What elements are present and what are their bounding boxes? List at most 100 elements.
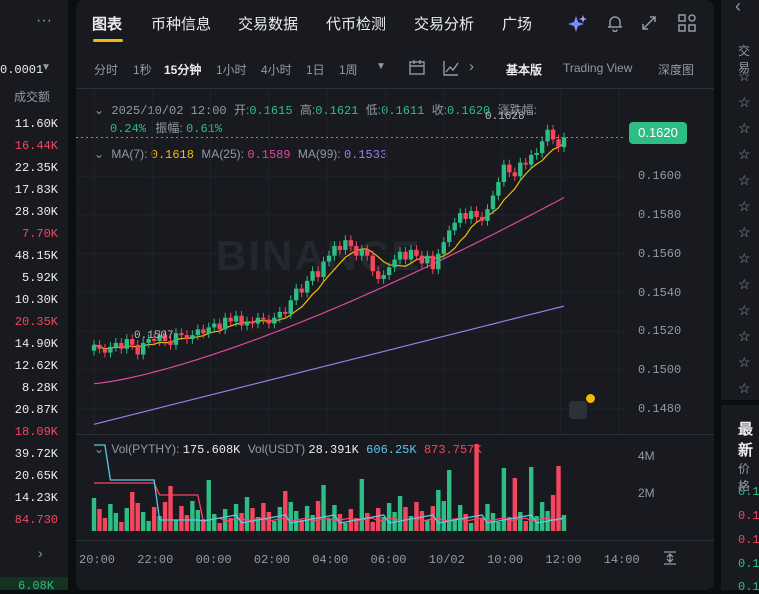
price-tick: 0.1560 — [638, 246, 682, 261]
volume-bar — [452, 519, 457, 531]
volume-bar — [561, 515, 567, 531]
volume-bar — [140, 512, 146, 531]
tf-dropdown-icon[interactable]: ▼ — [376, 61, 386, 72]
price-tick: 0.1540 — [638, 285, 682, 300]
favorite-star-icon[interactable]: ☆ — [738, 68, 751, 84]
open-value: 0.1615 — [249, 104, 293, 118]
favorite-star-icon[interactable]: ☆ — [738, 302, 751, 318]
volume-bar — [130, 492, 135, 531]
collapse-icon[interactable]: ⌄ — [94, 442, 105, 456]
price-chart[interactable] — [76, 89, 626, 434]
low-value: 0.1611 — [381, 104, 425, 118]
volume-bar — [255, 517, 261, 531]
reset-scale-icon[interactable] — [662, 550, 678, 566]
volume-bar — [381, 517, 386, 531]
volume-value: 18.09K — [14, 425, 58, 439]
favorite-star-icon[interactable]: ☆ — [738, 146, 751, 162]
favorite-star-icon[interactable]: ☆ — [738, 94, 751, 110]
favorite-star-icon[interactable]: ☆ — [738, 172, 751, 188]
market-list-panel: ‹ 交易 ☆ ☆ ☆ ☆ ☆ ☆ ☆ ☆ ☆ ☆ ☆ ☆ ☆ — [721, 0, 759, 400]
favorite-star-icon[interactable]: ☆ — [738, 198, 751, 214]
candle — [201, 329, 206, 334]
ma25-line — [93, 196, 565, 385]
volume-value: 22.35K — [14, 161, 58, 175]
candle — [523, 162, 528, 165]
volume-bar — [425, 520, 430, 531]
view-tradingview[interactable]: Trading View — [563, 61, 633, 75]
turnover-header: 成交额 — [14, 90, 51, 104]
volume-chart[interactable] — [76, 435, 626, 535]
favorite-star-icon[interactable]: ☆ — [738, 354, 751, 370]
volume-value: 48.15K — [14, 249, 58, 263]
tf-line[interactable]: 分时 — [94, 63, 119, 77]
price-precision[interactable]: 0.0001 — [0, 63, 44, 77]
volume-bar — [501, 468, 507, 531]
view-basic[interactable]: 基本版 — [506, 63, 543, 77]
candle — [561, 137, 567, 148]
collapse-icon[interactable]: ⌄ — [94, 147, 105, 161]
volume-bar — [294, 511, 299, 531]
volume-value: 8.28K — [21, 381, 58, 395]
volume-bar — [441, 501, 446, 531]
favorite-star-icon[interactable]: ☆ — [738, 120, 751, 136]
candle — [162, 335, 168, 341]
more-icon[interactable]: ··· — [36, 12, 52, 29]
candle — [113, 342, 119, 347]
time-tick: 10:00 — [487, 553, 524, 567]
favorite-star-icon[interactable]: ☆ — [738, 380, 751, 396]
indicator-icon[interactable] — [442, 59, 460, 77]
volume-bar — [179, 506, 184, 531]
tab-trade-data[interactable]: 交易数据 — [238, 16, 299, 33]
bell-icon[interactable] — [606, 14, 624, 32]
volume-value: 7.70K — [21, 227, 58, 241]
tf-4h[interactable]: 4小时 — [261, 63, 292, 77]
volume-bar — [512, 478, 518, 531]
favorite-star-icon[interactable]: ☆ — [738, 276, 751, 292]
candle — [375, 271, 381, 279]
ai-sparkle-icon[interactable] — [568, 14, 588, 34]
chevron-left-icon[interactable]: ‹ — [735, 0, 741, 16]
note-button[interactable] — [569, 401, 587, 419]
tab-coin-info[interactable]: 币种信息 — [151, 16, 212, 33]
volume-bar — [157, 516, 162, 531]
tf-1d[interactable]: 1日 — [306, 63, 325, 77]
tab-trade-analysis[interactable]: 交易分析 — [414, 16, 475, 33]
tab-token-check[interactable]: 代币检测 — [326, 16, 387, 33]
volume-bar — [108, 504, 113, 531]
chevron-down-icon[interactable]: ▼ — [41, 62, 51, 73]
market-header: 交易 — [738, 44, 751, 75]
tf-1w[interactable]: 1周 — [339, 63, 358, 77]
candle — [414, 249, 419, 256]
candle — [130, 339, 135, 345]
candle — [479, 216, 485, 221]
vol-ma1-value: 606.25K — [366, 443, 417, 457]
expand-icon[interactable] — [640, 14, 658, 32]
time-tick: 14:00 — [603, 553, 640, 567]
candle — [392, 259, 397, 268]
candle — [518, 162, 523, 177]
view-depth[interactable]: 深度图 — [658, 63, 695, 77]
tf-1h[interactable]: 1小时 — [216, 63, 247, 77]
tab-square[interactable]: 广场 — [502, 16, 533, 33]
volume-bar — [168, 486, 173, 531]
collapse-icon[interactable]: ⌄ — [94, 103, 105, 117]
layout-grid-icon[interactable] — [677, 13, 697, 33]
favorite-star-icon[interactable]: ☆ — [738, 224, 751, 240]
volume-bar — [479, 518, 485, 531]
candle — [239, 315, 244, 326]
vol-tick-4m: 4M — [638, 449, 655, 463]
tf-1s[interactable]: 1秒 — [133, 63, 152, 77]
candle — [332, 245, 337, 256]
tf-15m[interactable]: 15分钟 — [164, 63, 202, 77]
candle — [184, 335, 190, 340]
candle — [310, 271, 315, 281]
candle — [463, 213, 468, 219]
calendar-icon[interactable] — [408, 59, 426, 77]
favorite-star-icon[interactable]: ☆ — [738, 328, 751, 344]
chevron-right-icon[interactable]: › — [469, 58, 474, 75]
volume-value: 14.90K — [14, 337, 58, 351]
tab-chart[interactable]: 图表 — [92, 16, 123, 33]
favorite-star-icon[interactable]: ☆ — [738, 250, 751, 266]
chevron-right-icon[interactable]: › — [38, 545, 43, 561]
time-tick: 22:00 — [137, 553, 174, 567]
